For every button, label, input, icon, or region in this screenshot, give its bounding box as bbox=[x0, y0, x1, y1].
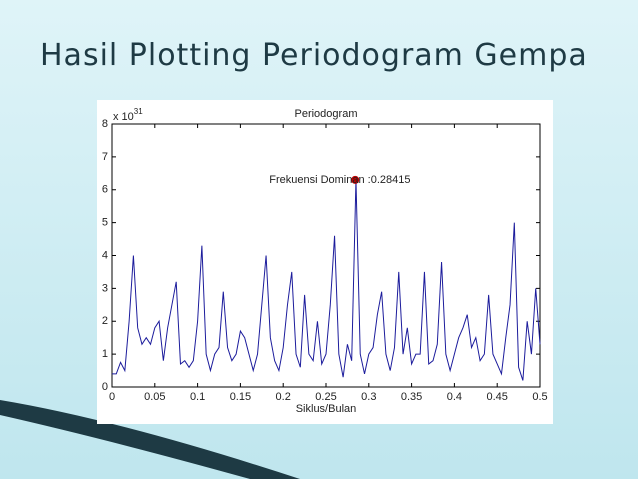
y-tick-label: 1 bbox=[102, 348, 108, 360]
x-tick-label: 0.25 bbox=[315, 391, 336, 403]
x-tick-label: 0 bbox=[109, 391, 115, 403]
chart-title: Periodogram bbox=[295, 108, 358, 120]
y-tick-label: 5 bbox=[102, 217, 108, 229]
annotation-marker bbox=[351, 175, 360, 184]
y-tick-label: 7 bbox=[102, 151, 108, 163]
series-line bbox=[112, 179, 541, 381]
x-tick-label: 0.3 bbox=[361, 391, 376, 403]
y-tick-label: 0 bbox=[102, 381, 108, 393]
x-tick-label: 0.2 bbox=[276, 391, 291, 403]
y-multiplier-base: x 10 bbox=[113, 111, 134, 123]
y-tick-label: 3 bbox=[102, 282, 108, 294]
x-axis-label: Siklus/Bulan bbox=[296, 403, 357, 415]
x-tick-label: 0.4 bbox=[447, 391, 462, 403]
y-tick-label: 6 bbox=[102, 184, 108, 196]
y-tick-label: 2 bbox=[102, 315, 108, 327]
plot-area bbox=[111, 123, 541, 388]
slide-title: Hasil Plotting Periodogram Gempa bbox=[40, 38, 588, 73]
x-tick-label: 0.35 bbox=[401, 391, 422, 403]
x-tick-label: 0.15 bbox=[230, 391, 251, 403]
x-tick-label: 0.1 bbox=[190, 391, 205, 403]
annotation-text: Frekuensi Dominan :0.28415 bbox=[269, 174, 410, 186]
x-tick-label: 0.5 bbox=[532, 391, 547, 403]
y-multiplier-exp: 31 bbox=[134, 107, 143, 116]
x-tick-label: 0.45 bbox=[486, 391, 507, 403]
y-tick-label: 8 bbox=[102, 118, 108, 130]
y-tick-label: 4 bbox=[102, 249, 108, 261]
decor-swoosh bbox=[0, 400, 300, 479]
y-multiplier: x 1031 bbox=[113, 107, 143, 123]
x-tick-label: 0.05 bbox=[144, 391, 165, 403]
